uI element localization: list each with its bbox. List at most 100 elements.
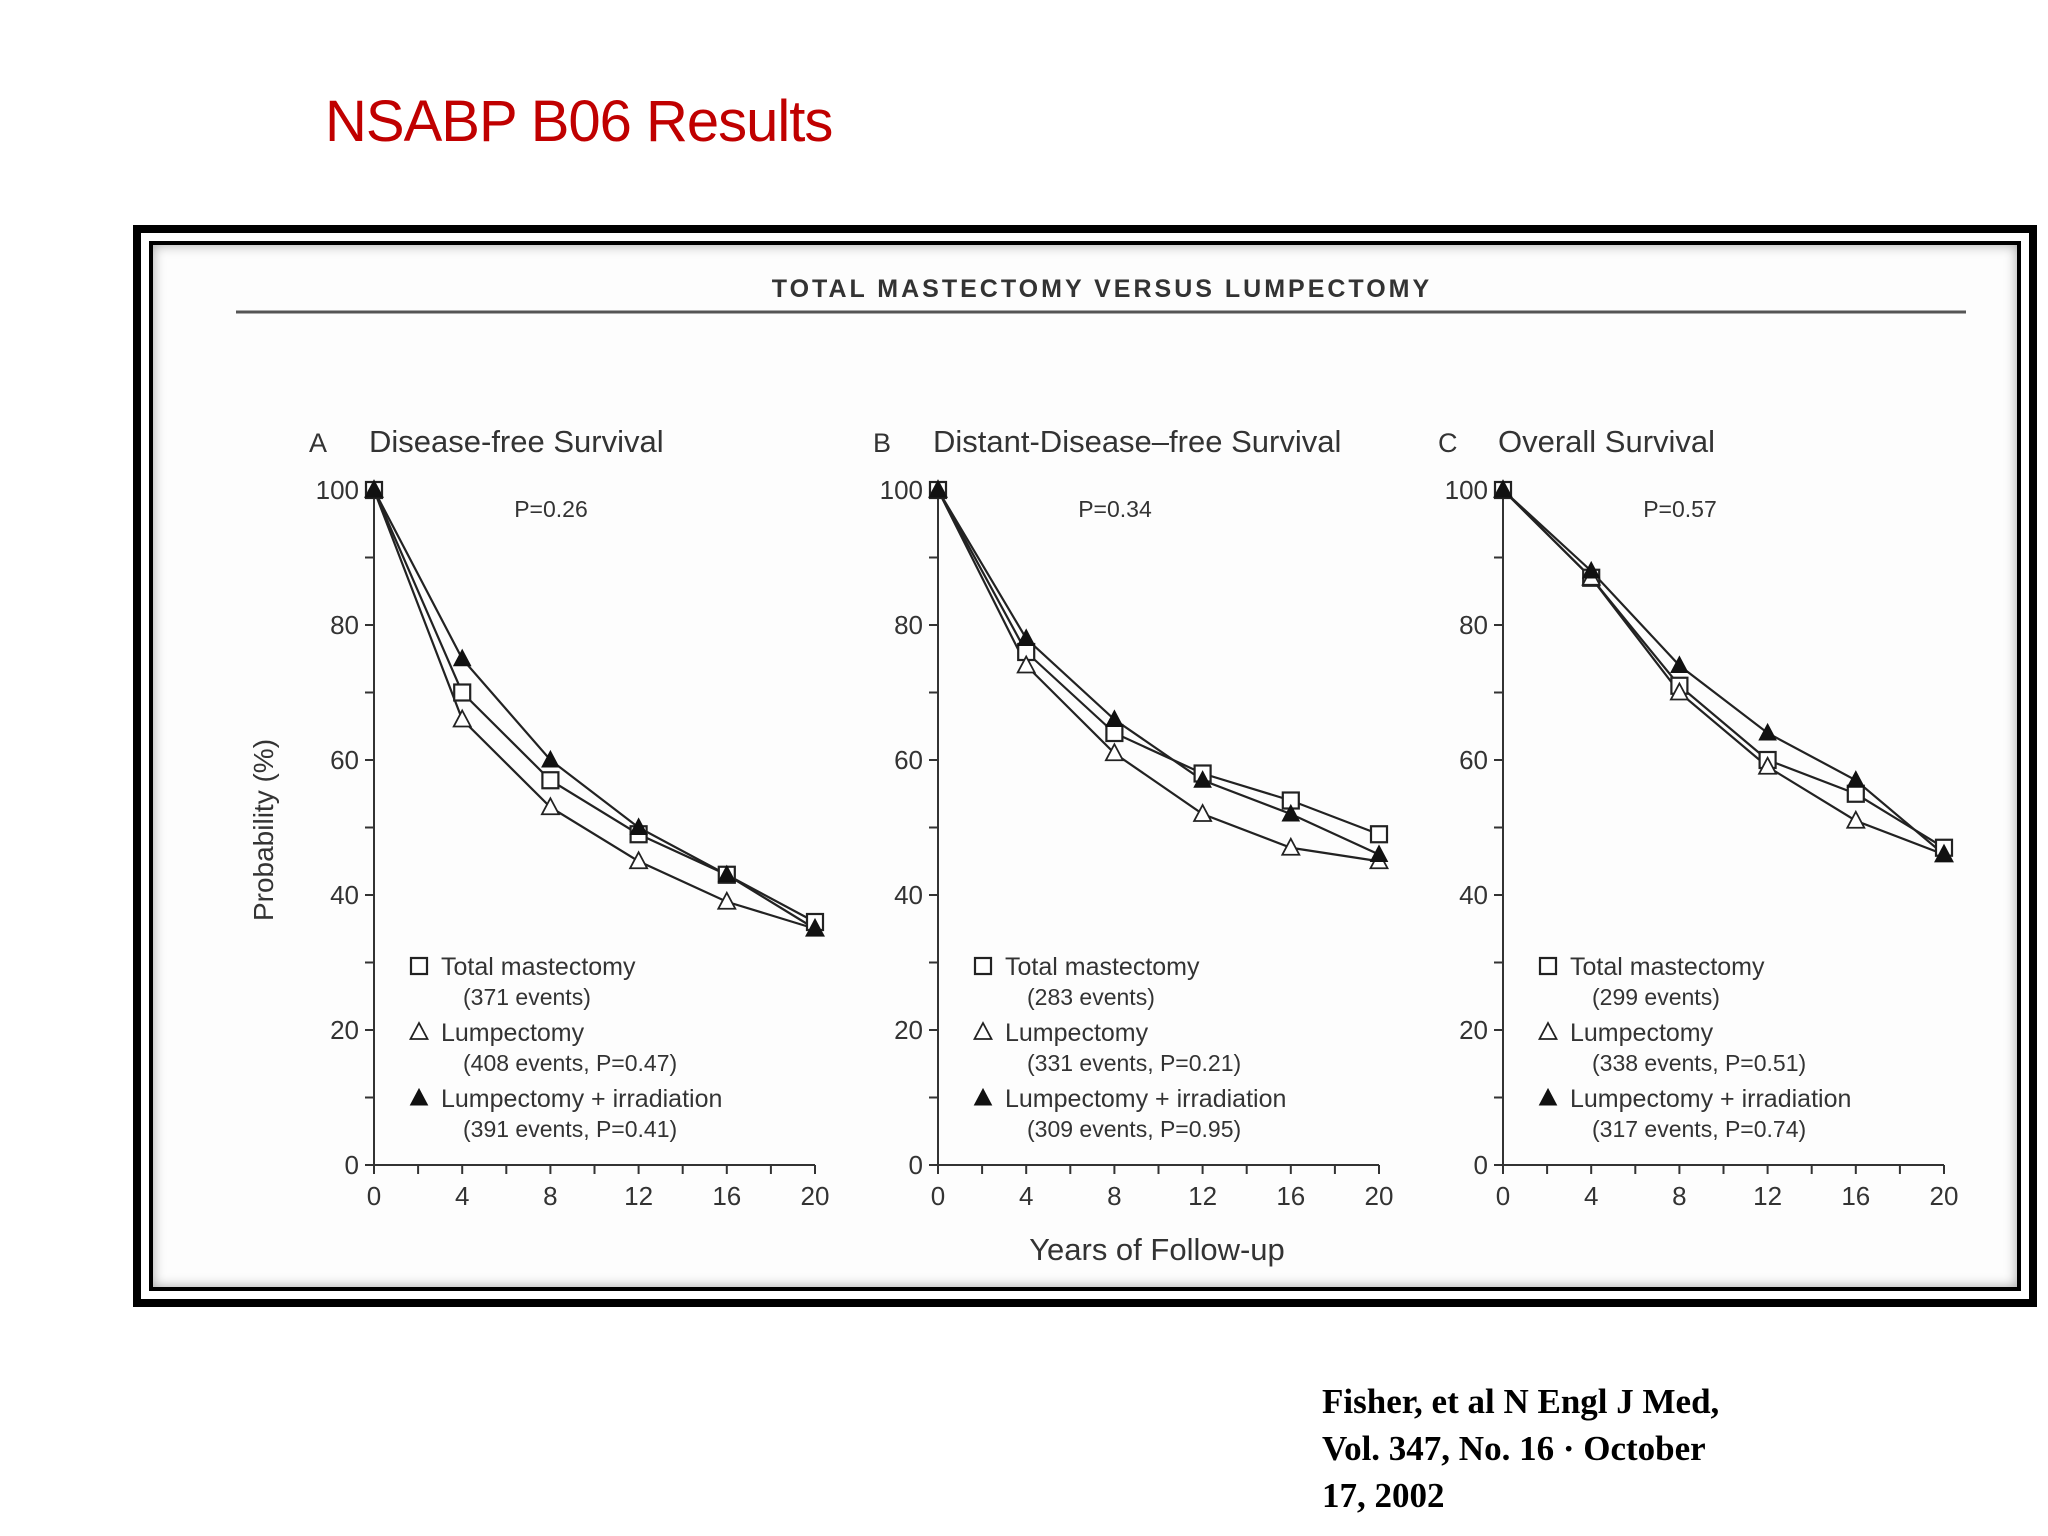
x-tick-label: 12 bbox=[1188, 1181, 1217, 1211]
legend-label: Total mastectomy bbox=[1570, 953, 1765, 981]
panel-title: Disease-free Survival bbox=[369, 424, 664, 459]
data-point bbox=[717, 864, 737, 883]
p-value-label: P=0.26 bbox=[514, 496, 588, 522]
legend-detail: (283 events) bbox=[1027, 984, 1155, 1010]
y-tick-label: 80 bbox=[330, 610, 359, 640]
panel-letter: C bbox=[1438, 428, 1458, 458]
x-tick-label: 4 bbox=[1584, 1181, 1598, 1211]
legend-detail: (371 events) bbox=[463, 984, 591, 1010]
legend-detail: (317 events, P=0.74) bbox=[1592, 1116, 1806, 1142]
legend-label: Total mastectomy bbox=[441, 953, 636, 981]
legend-label: Lumpectomy bbox=[1005, 1019, 1149, 1047]
series-line bbox=[937, 489, 1380, 836]
panel-b: B Distant-Disease–free Survival0204060801… bbox=[873, 424, 1393, 1211]
data-point bbox=[1369, 825, 1389, 844]
y-tick-label: 100 bbox=[316, 475, 359, 505]
x-tick-label: 0 bbox=[367, 1181, 381, 1211]
data-point bbox=[453, 683, 472, 702]
panel-title: Overall Survival bbox=[1498, 424, 1715, 459]
y-tick-label: 80 bbox=[894, 610, 923, 640]
citation-line-1: Fisher, et al N Engl J Med, bbox=[1322, 1382, 1720, 1421]
series-line bbox=[372, 489, 816, 930]
x-tick-label: 8 bbox=[1672, 1181, 1686, 1211]
y-tick-label: 40 bbox=[1459, 880, 1488, 910]
legend-label: Total mastectomy bbox=[1005, 953, 1200, 981]
y-tick-label: 60 bbox=[1459, 745, 1488, 775]
y-tick-label: 60 bbox=[330, 745, 359, 775]
citation: Fisher, et al N Engl J Med, Vol. 347, No… bbox=[1322, 1378, 1842, 1519]
data-point bbox=[1934, 844, 1954, 862]
legend-label: Lumpectomy + irradiation bbox=[441, 1085, 722, 1113]
legend-marker bbox=[973, 956, 993, 976]
data-point bbox=[1104, 742, 1125, 762]
legend-marker bbox=[973, 1021, 993, 1040]
x-tick-label: 20 bbox=[1930, 1181, 1959, 1211]
x-tick-label: 8 bbox=[1107, 1181, 1121, 1211]
data-point bbox=[452, 708, 473, 728]
data-point bbox=[716, 890, 737, 910]
y-axis-label: Probability (%) bbox=[248, 739, 279, 921]
data-point bbox=[1193, 770, 1212, 788]
legend-marker bbox=[409, 956, 429, 976]
series-line bbox=[373, 489, 816, 930]
data-point bbox=[1846, 770, 1866, 788]
legend-marker bbox=[409, 1021, 429, 1040]
data-point bbox=[805, 918, 825, 937]
panel-title: Distant-Disease–free Survival bbox=[933, 424, 1341, 459]
x-tick-label: 0 bbox=[1496, 1181, 1510, 1211]
y-tick-label: 20 bbox=[330, 1015, 359, 1045]
data-point bbox=[1016, 628, 1036, 646]
y-tick-label: 80 bbox=[1459, 610, 1488, 640]
citation-line-2: Vol. 347, No. 16 · October bbox=[1322, 1429, 1706, 1468]
data-point bbox=[1016, 654, 1037, 674]
y-tick-label: 40 bbox=[894, 880, 923, 910]
legend-detail: (338 events, P=0.51) bbox=[1592, 1050, 1806, 1076]
y-tick-label: 20 bbox=[894, 1015, 923, 1045]
data-point bbox=[1845, 809, 1866, 829]
series-line bbox=[937, 489, 1380, 863]
x-tick-label: 16 bbox=[712, 1181, 741, 1211]
citation-line-3: 17, 2002 bbox=[1322, 1476, 1445, 1515]
data-point bbox=[1369, 844, 1389, 862]
p-value-label: P=0.34 bbox=[1078, 496, 1152, 522]
x-tick-label: 4 bbox=[455, 1181, 469, 1211]
data-point bbox=[541, 749, 560, 768]
y-tick-label: 100 bbox=[880, 475, 923, 505]
x-tick-label: 0 bbox=[931, 1181, 945, 1211]
series-line bbox=[1502, 489, 1945, 856]
data-point bbox=[628, 850, 649, 870]
data-point bbox=[1758, 722, 1777, 741]
legend-detail: (391 events, P=0.41) bbox=[463, 1116, 677, 1142]
data-point bbox=[1280, 836, 1301, 856]
data-point bbox=[541, 771, 560, 790]
data-point bbox=[1757, 755, 1778, 775]
series-line bbox=[1502, 489, 1945, 849]
legend-label: Lumpectomy bbox=[441, 1019, 585, 1047]
legend-marker bbox=[409, 1087, 429, 1106]
legend-detail: (408 events, P=0.47) bbox=[463, 1050, 677, 1076]
figure-header: TOTAL MASTECTOMY VERSUS LUMPECTOMY bbox=[772, 275, 1432, 303]
data-point bbox=[928, 479, 948, 498]
series-line bbox=[937, 489, 1380, 856]
figure-frame bbox=[133, 225, 2037, 1307]
panel-a: A Disease-free Survival 0 20 40 60 80 100 0 4 8 12 1… bbox=[309, 424, 829, 1211]
x-tick-label: 16 bbox=[1276, 1181, 1305, 1211]
x-tick-label: 12 bbox=[1753, 1181, 1782, 1211]
legend-label: Lumpectomy + irradiation bbox=[1570, 1085, 1851, 1113]
figure-inner-border bbox=[149, 241, 2021, 1291]
x-tick-label: 12 bbox=[624, 1181, 653, 1211]
y-tick-label: 100 bbox=[1445, 475, 1488, 505]
data-point bbox=[1846, 784, 1865, 803]
legend-detail: (299 events) bbox=[1592, 984, 1720, 1010]
data-point bbox=[1105, 723, 1124, 743]
legend-label: Lumpectomy bbox=[1570, 1019, 1714, 1047]
series-line bbox=[372, 489, 816, 923]
series-line bbox=[1502, 489, 1945, 856]
y-tick-label: 60 bbox=[894, 745, 923, 775]
legend-detail: (309 events, P=0.95) bbox=[1027, 1116, 1241, 1142]
x-tick-label: 20 bbox=[801, 1181, 830, 1211]
x-axis-label: Years of Follow-up bbox=[1029, 1232, 1285, 1267]
legend-marker bbox=[1538, 1021, 1558, 1040]
